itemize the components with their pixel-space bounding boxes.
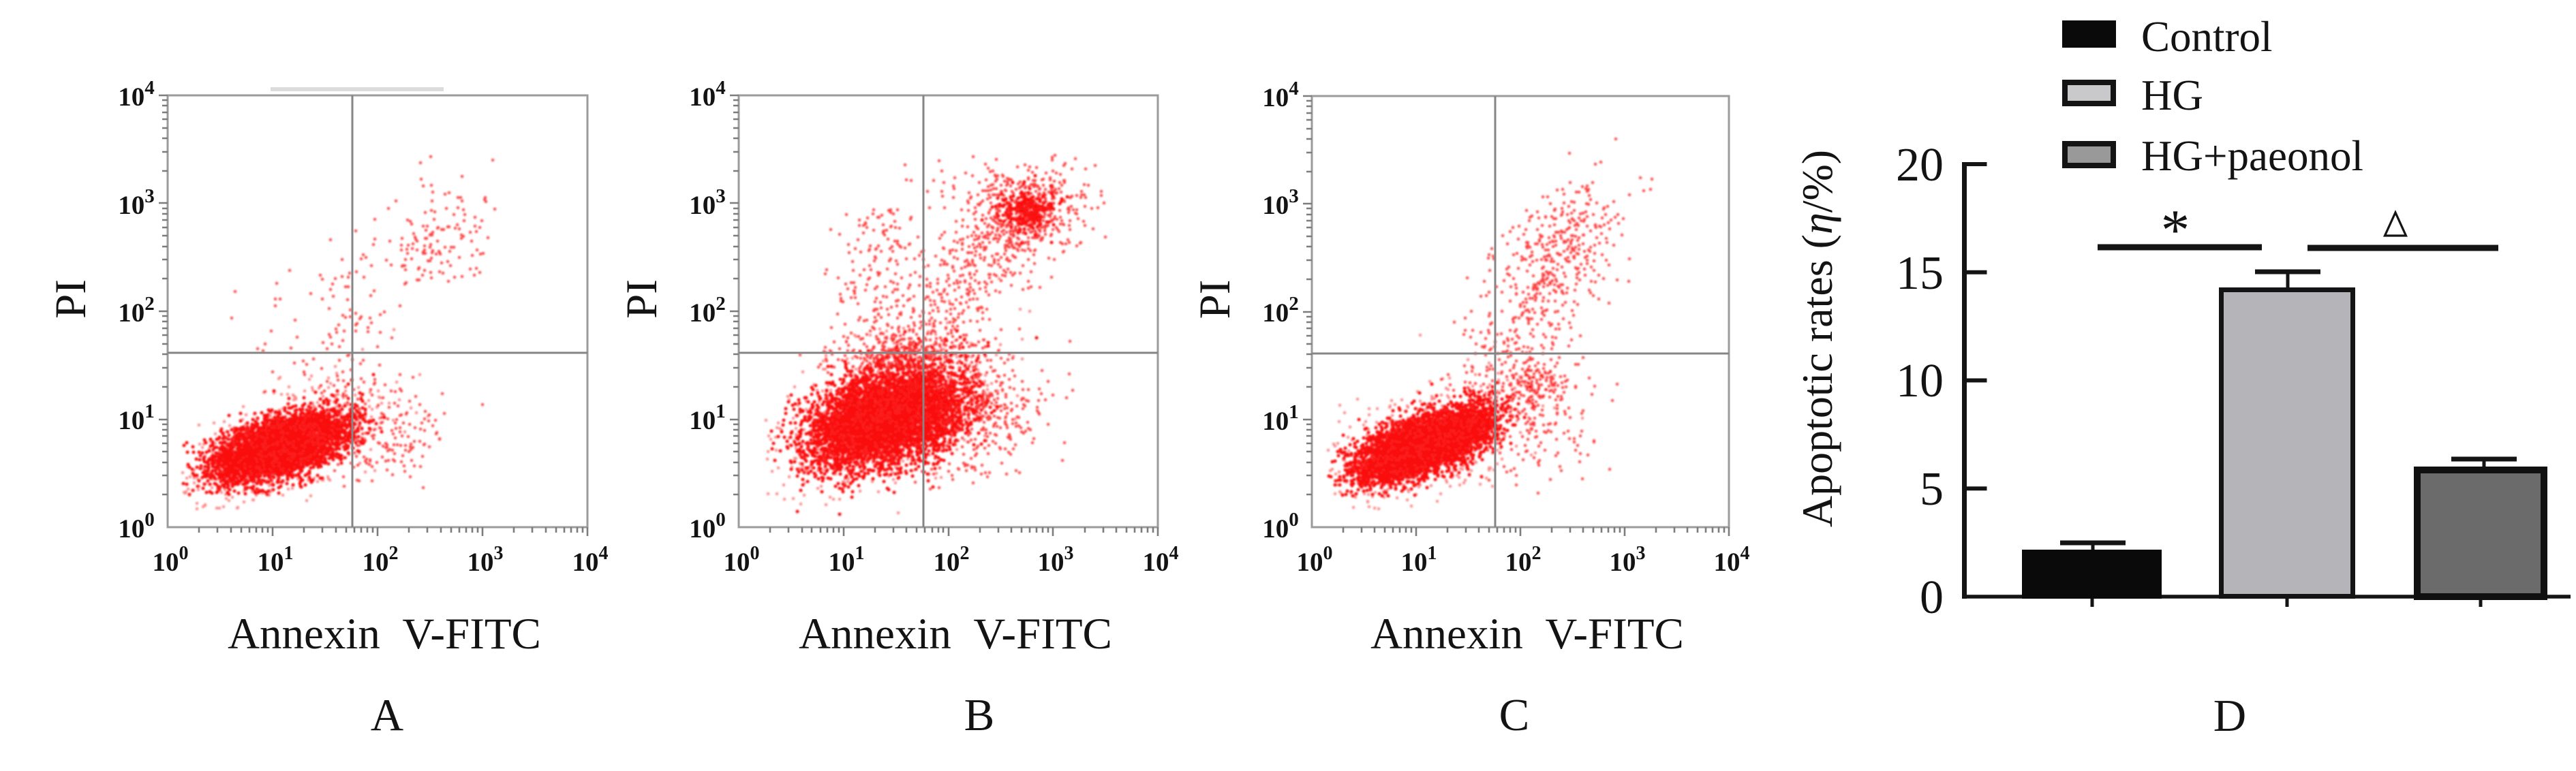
svg-text:C: C [1499,690,1530,740]
svg-text:20: 20 [1896,139,1944,191]
svg-text:100: 100 [1262,509,1299,544]
svg-text:Apoptotic rates (η/%): Apoptotic rates (η/%) [1793,150,1841,527]
svg-text:15: 15 [1896,247,1944,300]
svg-text:Annexin V-FITC: Annexin V-FITC [228,610,541,659]
svg-text:PI: PI [617,279,666,319]
svg-text:0: 0 [1920,571,1944,624]
svg-text:*: * [2161,198,2190,262]
svg-text:104: 104 [1262,78,1299,112]
svg-text:Control: Control [2141,13,2273,61]
svg-text:HG+paeonol: HG+paeonol [2141,132,2363,180]
svg-text:Annexin V-FITC: Annexin V-FITC [1370,610,1684,659]
svg-text:Annexin V-FITC: Annexin V-FITC [799,610,1112,659]
svg-text:101: 101 [118,400,155,435]
svg-text:B: B [964,690,995,740]
svg-text:PI: PI [46,279,95,319]
svg-text:D: D [2213,691,2246,741]
svg-text:HG: HG [2141,72,2203,119]
svg-text:102: 102 [118,293,155,328]
svg-text:10: 10 [1896,355,1944,407]
svg-text:5: 5 [1920,463,1944,516]
svg-text:A: A [371,690,403,740]
svg-text:103: 103 [689,185,726,220]
svg-text:PI: PI [1191,280,1240,319]
